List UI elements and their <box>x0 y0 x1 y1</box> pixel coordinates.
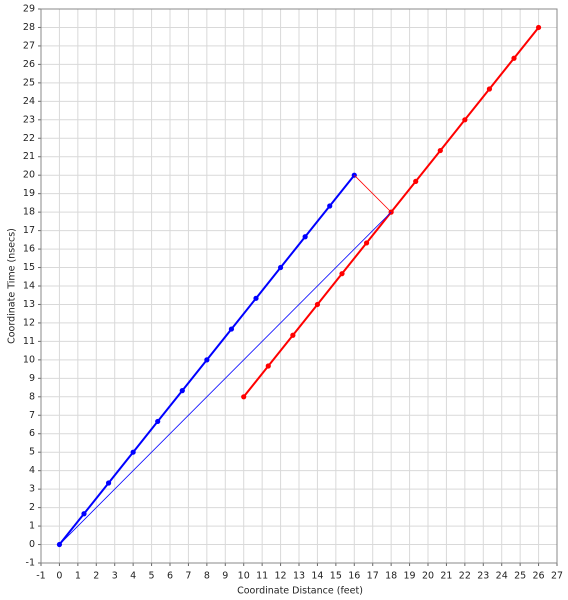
point <box>486 86 493 92</box>
x-tick-label: 24 <box>496 571 508 582</box>
point <box>437 147 443 154</box>
y-tick-label: 27 <box>23 40 35 51</box>
y-tick-label: 12 <box>23 317 35 328</box>
point <box>290 332 296 338</box>
point <box>241 394 247 400</box>
series-line <box>354 174 392 213</box>
x-tick-label: 26 <box>533 571 545 582</box>
y-tick-label: 8 <box>29 391 35 402</box>
x-tick-label: 22 <box>459 571 471 582</box>
x-tick-label: 11 <box>256 571 268 582</box>
x-tick-label: 3 <box>112 571 118 582</box>
series-line <box>59 211 392 545</box>
y-tick-label: 19 <box>23 188 35 199</box>
x-tick-label: 16 <box>348 571 360 582</box>
point <box>339 271 345 277</box>
point <box>155 418 161 425</box>
x-tick-label: 17 <box>367 571 379 582</box>
point <box>105 480 112 486</box>
y-tick-label: 18 <box>23 207 35 218</box>
y-tick-label: 17 <box>23 225 35 236</box>
point <box>130 449 136 455</box>
y-tick-label: 14 <box>23 281 35 292</box>
y-tick-label: 6 <box>29 428 35 439</box>
y-tick-label: 23 <box>23 114 35 125</box>
x-tick-label: 5 <box>149 571 155 582</box>
x-tick-label: 6 <box>167 571 173 582</box>
y-tick-label: 13 <box>23 299 35 310</box>
y-tick-label: 21 <box>23 151 35 162</box>
y-tick-label: 2 <box>29 502 35 513</box>
point <box>265 363 271 369</box>
x-tick-label: -1 <box>36 571 45 582</box>
x-tick-label: 1 <box>75 571 81 582</box>
x-tick-label: 13 <box>293 571 305 582</box>
point <box>462 117 468 123</box>
x-tick-label: 18 <box>385 571 397 582</box>
point <box>204 357 210 363</box>
x-tick-label: 20 <box>422 571 434 582</box>
y-tick-label: 20 <box>23 170 35 181</box>
point <box>253 295 259 301</box>
x-tick-label: 8 <box>204 571 210 582</box>
point <box>363 240 370 246</box>
x-tick-label: 19 <box>404 571 416 582</box>
point <box>277 264 284 271</box>
point <box>314 301 321 308</box>
y-tick-label: 28 <box>23 22 35 33</box>
y-tick-label: -1 <box>26 558 35 569</box>
point <box>81 511 87 517</box>
x-tick-label: 25 <box>514 571 526 582</box>
y-tick-label: 16 <box>23 244 35 255</box>
point <box>511 55 517 61</box>
x-tick-label: 10 <box>238 571 250 582</box>
point <box>413 178 419 184</box>
point <box>327 203 333 209</box>
x-tick-label: 23 <box>477 571 489 582</box>
y-tick-label: 26 <box>23 59 35 70</box>
x-axis-label: Coordinate Distance (feet) <box>237 586 363 597</box>
y-tick-label: 15 <box>23 262 35 273</box>
y-tick-label: 4 <box>29 465 35 476</box>
x-tick-label: 9 <box>222 571 228 582</box>
x-tick-label: 27 <box>551 571 563 582</box>
y-tick-label: 10 <box>23 354 35 365</box>
x-tick-label: 7 <box>185 571 191 582</box>
y-tick-label: 29 <box>23 4 35 15</box>
y-tick-label: 11 <box>23 336 35 347</box>
point <box>302 234 308 240</box>
y-tick-label: 24 <box>23 96 35 107</box>
point <box>228 326 235 332</box>
point <box>535 24 542 31</box>
y-tick-label: 3 <box>29 484 35 495</box>
x-tick-label: 14 <box>311 571 323 582</box>
y-tick-label: 22 <box>23 133 35 144</box>
plot-border <box>40 8 558 564</box>
y-tick-label: 5 <box>29 447 35 458</box>
x-tick-label: 2 <box>93 571 99 582</box>
x-tick-label: 15 <box>330 571 342 582</box>
y-tick-label: 7 <box>29 410 35 421</box>
y-tick-label: 1 <box>29 521 35 532</box>
point <box>179 388 185 394</box>
x-tick-label: 0 <box>56 571 62 582</box>
y-tick-label: 25 <box>23 77 35 88</box>
y-axis-label: Coordinate Time (nsecs) <box>7 228 18 344</box>
x-tick-label: 12 <box>275 571 287 582</box>
x-tick-label: 4 <box>130 571 136 582</box>
x-tick-label: 21 <box>440 571 452 582</box>
y-tick-label: 0 <box>29 539 35 550</box>
y-tick-label: 9 <box>29 373 35 384</box>
